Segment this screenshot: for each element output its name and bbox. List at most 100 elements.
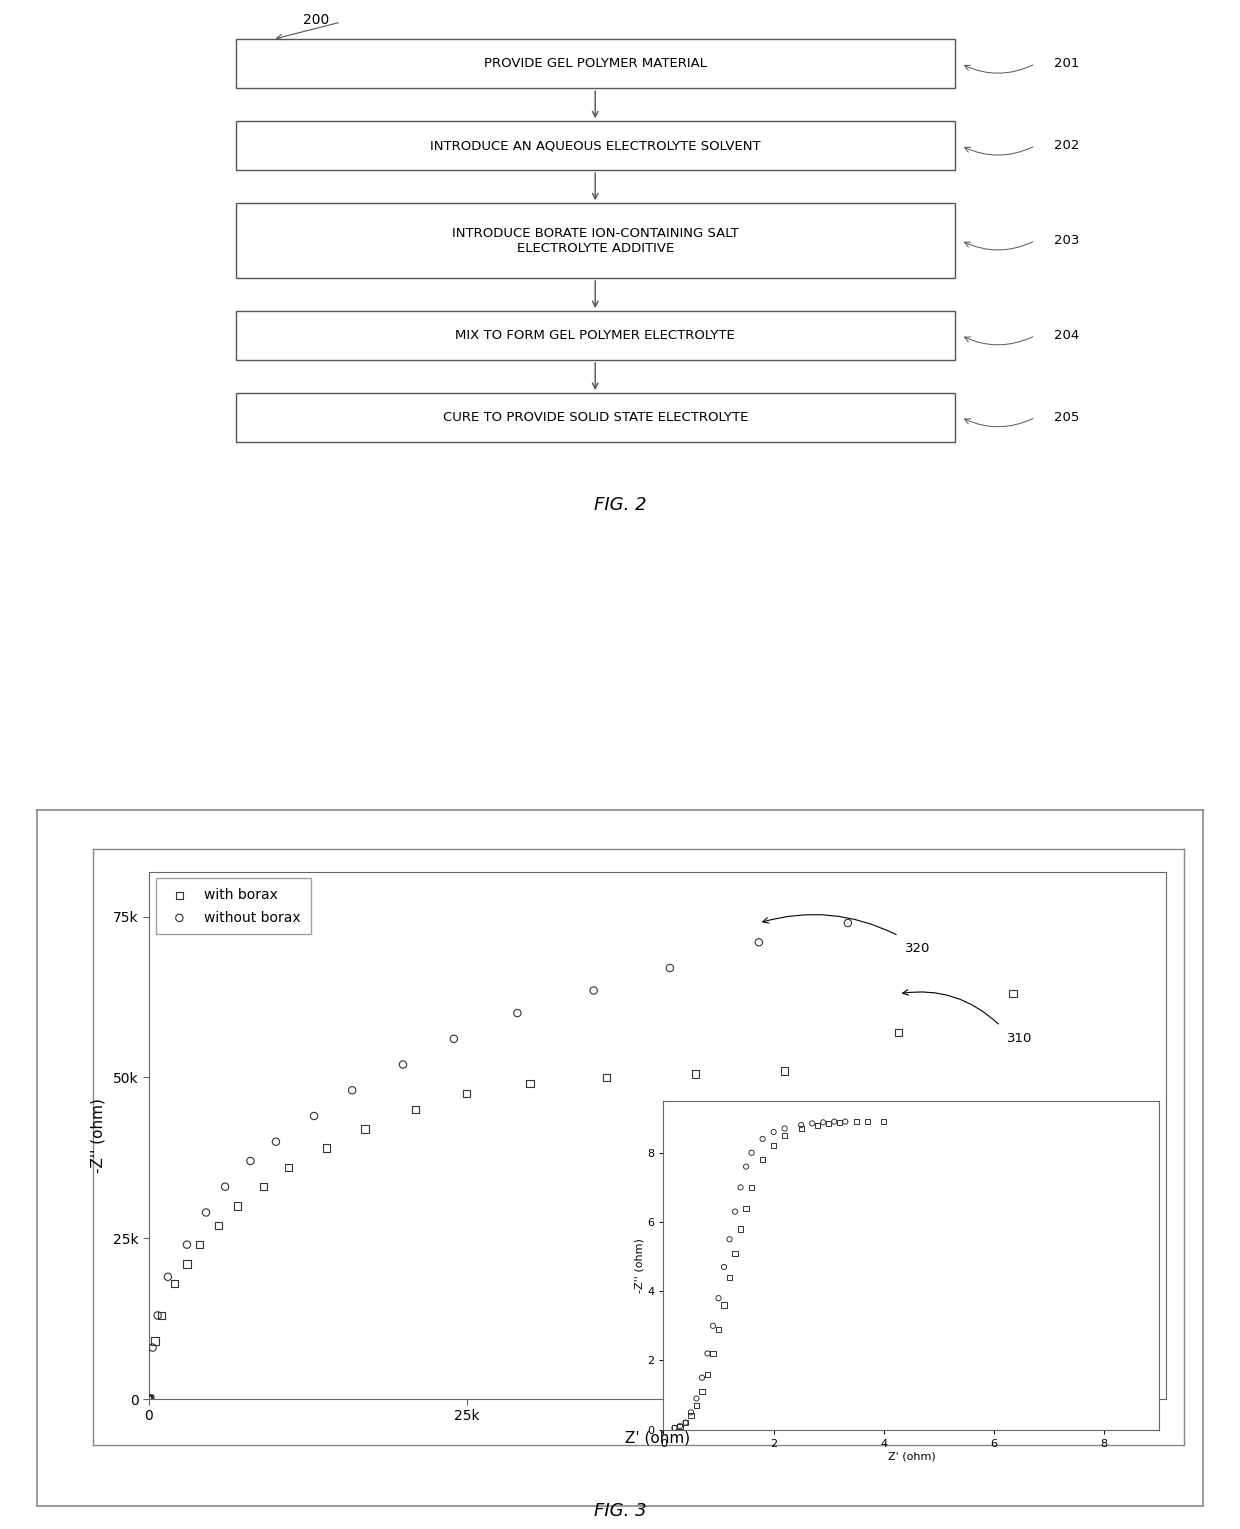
with borax: [317, 1136, 337, 1161]
without borax: [148, 1303, 167, 1327]
with borax: [1003, 982, 1023, 1006]
Point: [775, 1116, 795, 1141]
X-axis label: Z' (ohm): Z' (ohm): [888, 1451, 935, 1462]
without borax: [139, 1387, 159, 1411]
with borax: [139, 1387, 159, 1411]
Point: [730, 1176, 750, 1200]
without borax: [139, 1387, 159, 1411]
with borax: [139, 1387, 159, 1411]
Point: [737, 1196, 756, 1220]
with borax: [139, 1387, 159, 1411]
Point: [836, 1110, 856, 1135]
without borax: [177, 1232, 197, 1257]
Text: 203: 203: [1054, 234, 1079, 248]
Point: [708, 1286, 728, 1310]
with borax: [177, 1252, 197, 1277]
Text: 310: 310: [1007, 1032, 1032, 1046]
Point: [725, 1242, 745, 1266]
Point: [818, 1112, 838, 1136]
Text: 200: 200: [303, 12, 330, 26]
with borax: [139, 1387, 159, 1411]
with borax: [228, 1194, 248, 1219]
without borax: [139, 1387, 159, 1411]
without borax: [393, 1052, 413, 1076]
without borax: [241, 1148, 260, 1173]
with borax: [139, 1387, 159, 1411]
Point: [714, 1255, 734, 1280]
Bar: [236, 203, 955, 278]
without borax: [196, 1200, 216, 1225]
without borax: [139, 1387, 159, 1411]
with borax: [139, 1387, 159, 1411]
without borax: [139, 1387, 159, 1411]
Point: [764, 1133, 784, 1157]
without borax: [143, 1335, 162, 1359]
Point: [698, 1341, 718, 1365]
with borax: [139, 1387, 159, 1411]
Text: INTRODUCE AN AQUEOUS ELECTROLYTE SOLVENT: INTRODUCE AN AQUEOUS ELECTROLYTE SOLVENT: [430, 139, 760, 153]
with borax: [139, 1387, 159, 1411]
with borax: [145, 1329, 165, 1353]
Text: FIG. 3: FIG. 3: [594, 1501, 646, 1520]
Text: PROVIDE GEL POLYMER MATERIAL: PROVIDE GEL POLYMER MATERIAL: [484, 57, 707, 70]
with borax: [774, 1058, 794, 1083]
with borax: [208, 1212, 228, 1237]
with borax: [190, 1232, 210, 1257]
Point: [830, 1110, 849, 1135]
Point: [719, 1228, 739, 1252]
with borax: [355, 1116, 374, 1141]
Point: [807, 1113, 827, 1138]
with borax: [279, 1156, 299, 1180]
with borax: [139, 1387, 159, 1411]
with borax: [889, 1020, 909, 1044]
Point: [703, 1341, 723, 1365]
with borax: [521, 1072, 541, 1096]
Bar: [236, 393, 955, 442]
Bar: [236, 121, 955, 170]
without borax: [139, 1387, 159, 1411]
Point: [791, 1116, 811, 1141]
without borax: [507, 1001, 527, 1026]
with borax: [405, 1098, 425, 1122]
Point: [681, 1401, 701, 1425]
Point: [692, 1379, 712, 1404]
with borax: [139, 1387, 159, 1411]
without borax: [139, 1387, 159, 1411]
Text: CURE TO PROVIDE SOLID STATE ELECTROLYTE: CURE TO PROVIDE SOLID STATE ELECTROLYTE: [443, 411, 748, 424]
Point: [775, 1124, 795, 1148]
without borax: [265, 1130, 285, 1154]
with borax: [151, 1303, 171, 1327]
Point: [742, 1176, 761, 1200]
with borax: [139, 1387, 159, 1411]
Text: 204: 204: [1054, 329, 1079, 342]
without borax: [139, 1387, 159, 1411]
without borax: [139, 1387, 159, 1411]
X-axis label: Z' (ohm): Z' (ohm): [625, 1431, 689, 1445]
Point: [825, 1110, 844, 1135]
with borax: [139, 1387, 159, 1411]
without borax: [444, 1026, 464, 1050]
Point: [753, 1147, 773, 1171]
Point: [681, 1404, 701, 1428]
without borax: [216, 1174, 236, 1199]
Point: [676, 1410, 696, 1434]
Point: [857, 1110, 877, 1135]
Point: [670, 1414, 689, 1439]
Bar: [236, 310, 955, 359]
with borax: [139, 1387, 159, 1411]
without borax: [342, 1078, 362, 1102]
with borax: [253, 1174, 273, 1199]
with borax: [139, 1387, 159, 1411]
Text: INTRODUCE BORATE ION-CONTAINING SALT
ELECTROLYTE ADDITIVE: INTRODUCE BORATE ION-CONTAINING SALT ELE…: [451, 226, 739, 254]
Text: 320: 320: [905, 942, 930, 956]
without borax: [139, 1387, 159, 1411]
with borax: [139, 1387, 159, 1411]
Point: [742, 1141, 761, 1165]
with borax: [139, 1387, 159, 1411]
without borax: [749, 930, 769, 954]
Bar: [236, 40, 955, 89]
Point: [692, 1365, 712, 1390]
Y-axis label: -Z'' (ohm): -Z'' (ohm): [635, 1238, 645, 1292]
without borax: [660, 956, 680, 980]
Text: FIG. 2: FIG. 2: [594, 495, 646, 514]
